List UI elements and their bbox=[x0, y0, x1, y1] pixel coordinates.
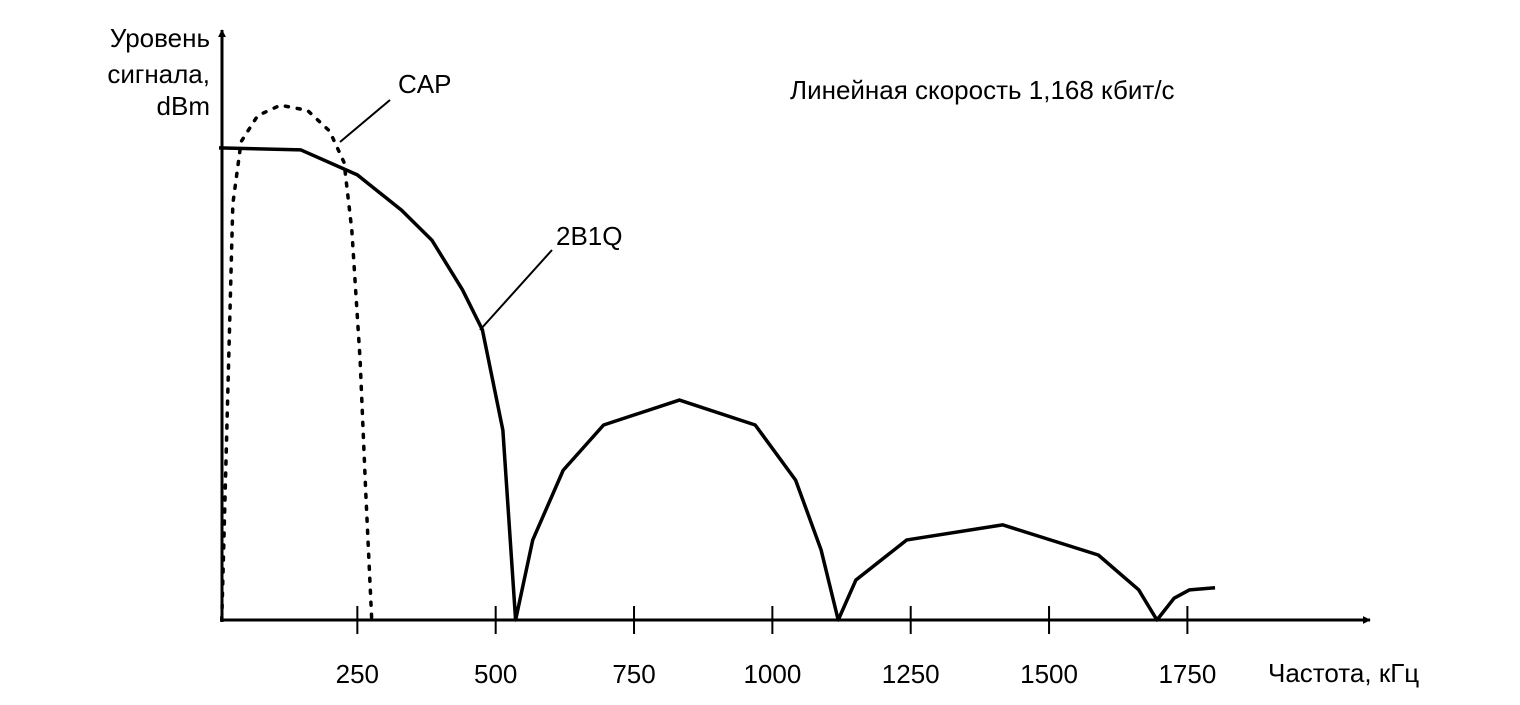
series-line bbox=[220, 103, 374, 622]
x-tick-label: 1750 bbox=[1158, 659, 1216, 689]
x-tick-label: 1250 bbox=[882, 659, 940, 689]
series-label: 2B1Q bbox=[556, 221, 623, 251]
y-axis-label: Уровень bbox=[110, 23, 210, 53]
chart-title: Линейная скорость 1,168 кбит/с bbox=[790, 75, 1175, 105]
x-tick-label: 1500 bbox=[1020, 659, 1078, 689]
series-line bbox=[218, 146, 1216, 622]
x-axis-label: Частота, кГц bbox=[1268, 658, 1419, 688]
x-tick-label: 1000 bbox=[743, 659, 801, 689]
series-label: CAP bbox=[398, 69, 451, 99]
y-axis-label: dBm bbox=[157, 91, 210, 121]
x-tick-label: 250 bbox=[336, 659, 379, 689]
x-tick-label: 500 bbox=[474, 659, 517, 689]
x-tick-label: 750 bbox=[612, 659, 655, 689]
leader-line bbox=[479, 249, 553, 331]
y-axis-label: сигнала, bbox=[107, 59, 210, 89]
leader-line bbox=[339, 99, 391, 143]
